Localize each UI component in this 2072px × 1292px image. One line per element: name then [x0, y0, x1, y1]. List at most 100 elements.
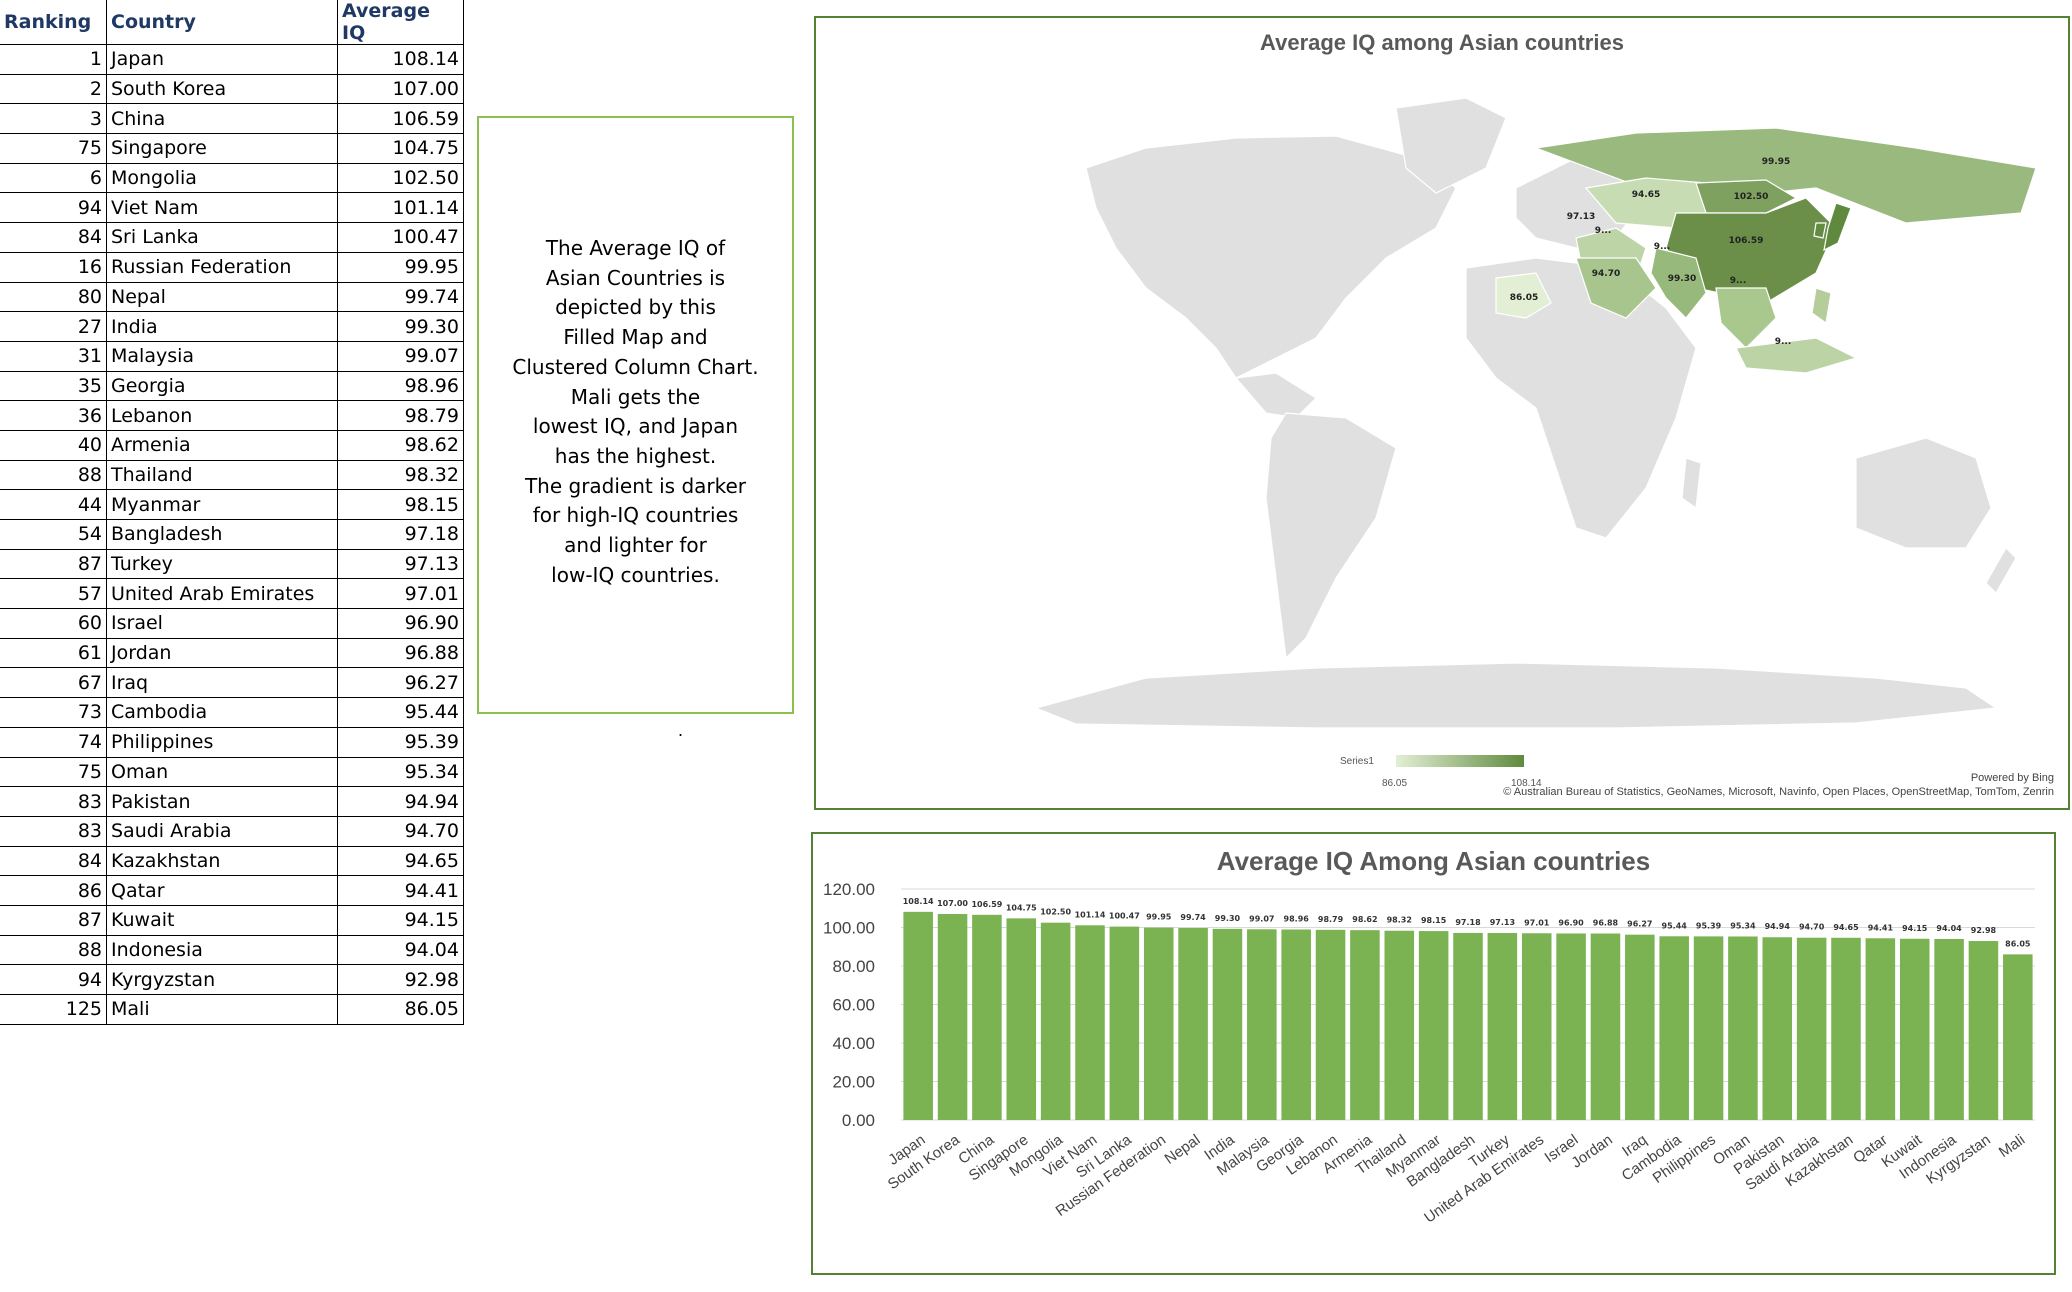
- country-cell[interactable]: Singapore: [106, 133, 338, 164]
- average-iq-cell[interactable]: 95.39: [337, 726, 464, 758]
- country-cell[interactable]: Georgia: [106, 370, 338, 402]
- bar[interactable]: [972, 914, 1002, 1120]
- country-cell[interactable]: Bangladesh: [106, 519, 338, 550]
- bar[interactable]: [1143, 927, 1174, 1120]
- average-iq-cell[interactable]: 98.79: [337, 400, 464, 431]
- filled-map-chart[interactable]: Average IQ among Asian countries 99.95 9…: [814, 16, 2070, 810]
- bar[interactable]: [1040, 922, 1071, 1120]
- average-iq-cell[interactable]: 102.50: [337, 162, 464, 194]
- average-iq-cell[interactable]: 108.14: [337, 44, 464, 75]
- country-cell[interactable]: Qatar: [106, 875, 338, 906]
- average-iq-cell[interactable]: 95.34: [337, 756, 464, 788]
- ranking-cell[interactable]: 1: [0, 44, 107, 75]
- country-cell[interactable]: Nepal: [106, 281, 338, 313]
- bar[interactable]: [1934, 938, 1964, 1120]
- ranking-cell[interactable]: 80: [0, 281, 107, 313]
- country-cell[interactable]: Sri Lanka: [106, 222, 338, 253]
- country-cell[interactable]: Oman: [106, 756, 338, 788]
- country-cell[interactable]: United Arab Emirates: [106, 578, 338, 610]
- bar[interactable]: [903, 911, 933, 1120]
- country-cell[interactable]: Myanmar: [106, 489, 338, 520]
- average-iq-cell[interactable]: 96.88: [337, 637, 464, 669]
- average-iq-cell[interactable]: 99.95: [337, 251, 464, 283]
- average-iq-cell[interactable]: 106.59: [337, 103, 464, 135]
- ranking-cell[interactable]: 35: [0, 370, 107, 402]
- country-cell[interactable]: Viet Nam: [106, 192, 338, 224]
- average-iq-cell[interactable]: 97.18: [337, 519, 464, 550]
- bar[interactable]: [1590, 933, 1621, 1120]
- bar[interactable]: [1487, 933, 1518, 1120]
- ranking-cell[interactable]: 94: [0, 964, 107, 995]
- average-iq-cell[interactable]: 94.94: [337, 786, 464, 817]
- average-iq-cell[interactable]: 94.04: [337, 934, 464, 966]
- ranking-cell[interactable]: 67: [0, 667, 107, 699]
- ranking-cell[interactable]: 86: [0, 875, 107, 906]
- country-cell[interactable]: Kyrgyzstan: [106, 964, 338, 995]
- average-iq-cell[interactable]: 92.98: [337, 964, 464, 995]
- bar[interactable]: [937, 914, 968, 1120]
- ranking-cell[interactable]: 88: [0, 459, 107, 491]
- bar[interactable]: [1521, 933, 1552, 1120]
- average-iq-cell[interactable]: 99.07: [337, 340, 464, 372]
- ranking-cell[interactable]: 3: [0, 103, 107, 135]
- header-average-iq[interactable]: Average IQ: [337, 0, 464, 45]
- country-cell[interactable]: Kuwait: [106, 904, 338, 936]
- average-iq-cell[interactable]: 107.00: [337, 73, 464, 105]
- bar[interactable]: [1968, 941, 1999, 1120]
- average-iq-cell[interactable]: 96.27: [337, 667, 464, 699]
- average-iq-cell[interactable]: 94.15: [337, 904, 464, 936]
- ranking-cell[interactable]: 60: [0, 608, 107, 639]
- header-country[interactable]: Country: [106, 0, 338, 45]
- average-iq-cell[interactable]: 101.14: [337, 192, 464, 224]
- ranking-cell[interactable]: 54: [0, 519, 107, 550]
- ranking-cell[interactable]: 88: [0, 934, 107, 966]
- country-cell[interactable]: Malaysia: [106, 340, 338, 372]
- average-iq-cell[interactable]: 100.47: [337, 222, 464, 253]
- ranking-cell[interactable]: 57: [0, 578, 107, 610]
- ranking-cell[interactable]: 84: [0, 222, 107, 253]
- bar[interactable]: [1796, 937, 1827, 1120]
- bar[interactable]: [1075, 925, 1105, 1120]
- ranking-cell[interactable]: 84: [0, 845, 107, 877]
- average-iq-cell[interactable]: 98.32: [337, 459, 464, 491]
- bar[interactable]: [1350, 930, 1380, 1120]
- country-cell[interactable]: Cambodia: [106, 697, 338, 728]
- country-cell[interactable]: Russian Federation: [106, 251, 338, 283]
- clustered-column-chart[interactable]: Average IQ Among Asian countries 0.00 20.…: [811, 832, 2056, 1275]
- country-cell[interactable]: Pakistan: [106, 786, 338, 817]
- country-cell[interactable]: Thailand: [106, 459, 338, 491]
- average-iq-cell[interactable]: 104.75: [337, 133, 464, 164]
- country-cell[interactable]: South Korea: [106, 73, 338, 105]
- ranking-cell[interactable]: 44: [0, 489, 107, 520]
- bar[interactable]: [1281, 929, 1311, 1120]
- country-cell[interactable]: Israel: [106, 608, 338, 639]
- average-iq-cell[interactable]: 94.41: [337, 875, 464, 906]
- country-cell[interactable]: Philippines: [106, 726, 338, 758]
- average-iq-cell[interactable]: 95.44: [337, 697, 464, 728]
- ranking-cell[interactable]: 61: [0, 637, 107, 669]
- average-iq-cell[interactable]: 94.70: [337, 815, 464, 847]
- ranking-cell[interactable]: 125: [0, 994, 107, 1025]
- country-cell[interactable]: China: [106, 103, 338, 135]
- average-iq-cell[interactable]: 99.30: [337, 311, 464, 342]
- country-cell[interactable]: Saudi Arabia: [106, 815, 338, 847]
- country-cell[interactable]: Mali: [106, 994, 338, 1025]
- bar[interactable]: [1315, 929, 1346, 1120]
- country-cell[interactable]: Turkey: [106, 548, 338, 580]
- country-cell[interactable]: Iraq: [106, 667, 338, 699]
- bar[interactable]: [1762, 937, 1793, 1120]
- bar[interactable]: [1625, 934, 1655, 1120]
- country-cell[interactable]: Indonesia: [106, 934, 338, 966]
- bar[interactable]: [1178, 928, 1208, 1120]
- bar[interactable]: [1006, 918, 1037, 1120]
- ranking-cell[interactable]: 73: [0, 697, 107, 728]
- ranking-cell[interactable]: 27: [0, 311, 107, 342]
- country-cell[interactable]: Jordan: [106, 637, 338, 669]
- bar[interactable]: [1384, 930, 1415, 1120]
- ranking-cell[interactable]: 74: [0, 726, 107, 758]
- description-text-box[interactable]: The Average IQ of Asian Countries is dep…: [477, 116, 794, 714]
- average-iq-cell[interactable]: 86.05: [337, 994, 464, 1025]
- ranking-cell[interactable]: 87: [0, 904, 107, 936]
- bar[interactable]: [1659, 936, 1689, 1120]
- average-iq-cell[interactable]: 98.96: [337, 370, 464, 402]
